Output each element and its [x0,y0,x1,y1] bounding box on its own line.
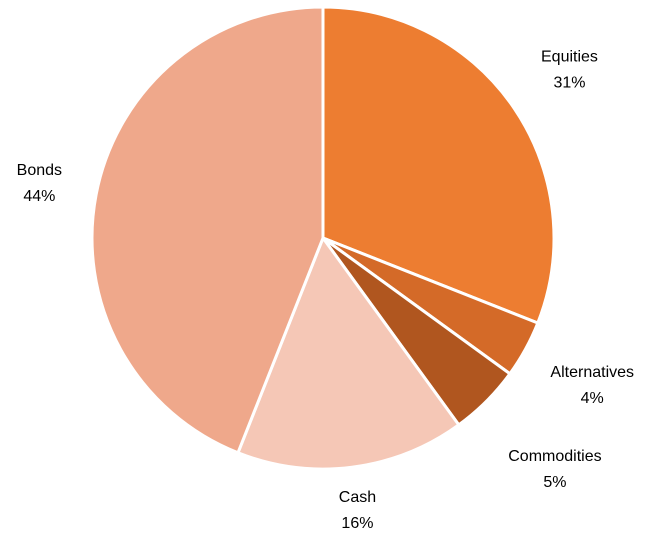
slice-value-label: 16% [341,515,373,532]
slice-label: Alternatives [550,364,634,381]
slice-label: Cash [339,489,376,506]
pie-slice [236,236,461,471]
slice-value-label: 44% [23,188,55,205]
slice-value-label: 4% [581,390,604,407]
slice-value-label: 5% [543,474,566,491]
slice-label: Commodities [508,448,601,465]
pie-slice [321,5,556,325]
slice-label: Bonds [17,162,62,179]
slice-value-label: 31% [553,75,585,92]
slice-label: Equities [541,49,598,66]
pie-slice [90,5,325,455]
